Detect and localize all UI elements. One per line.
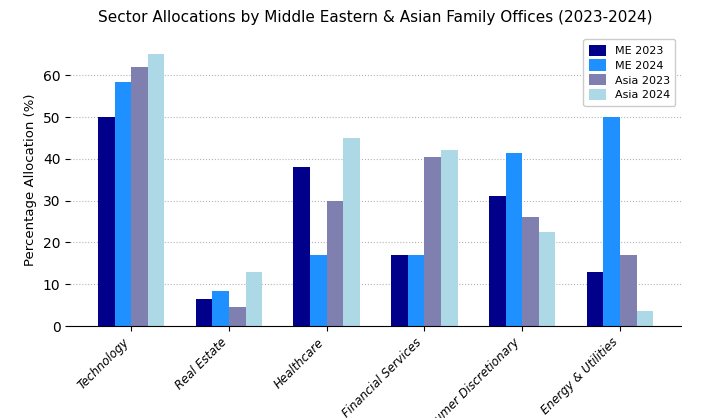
Bar bbox=[603, 117, 620, 326]
Legend: ME 2023, ME 2024, Asia 2023, Asia 2024: ME 2023, ME 2024, Asia 2023, Asia 2024 bbox=[583, 39, 675, 106]
Bar bbox=[310, 255, 326, 326]
Bar bbox=[293, 167, 310, 326]
Bar bbox=[425, 157, 441, 326]
Bar bbox=[539, 232, 555, 326]
Bar bbox=[620, 255, 637, 326]
Bar bbox=[212, 291, 229, 326]
Bar bbox=[489, 196, 505, 326]
Bar bbox=[326, 201, 343, 326]
Y-axis label: Percentage Allocation (%): Percentage Allocation (%) bbox=[25, 94, 37, 266]
Bar bbox=[148, 54, 164, 326]
Bar bbox=[587, 272, 603, 326]
Bar bbox=[246, 272, 262, 326]
Bar bbox=[98, 117, 114, 326]
Bar bbox=[522, 217, 539, 326]
Bar bbox=[391, 255, 408, 326]
Bar bbox=[196, 299, 212, 326]
Bar bbox=[441, 150, 458, 326]
Title: Sector Allocations by Middle Eastern & Asian Family Offices (2023-2024): Sector Allocations by Middle Eastern & A… bbox=[98, 10, 653, 25]
Bar bbox=[408, 255, 425, 326]
Bar bbox=[131, 67, 148, 326]
Bar bbox=[343, 138, 360, 326]
Bar bbox=[229, 307, 246, 326]
Bar bbox=[114, 82, 131, 326]
Bar bbox=[637, 311, 653, 326]
Bar bbox=[505, 153, 522, 326]
